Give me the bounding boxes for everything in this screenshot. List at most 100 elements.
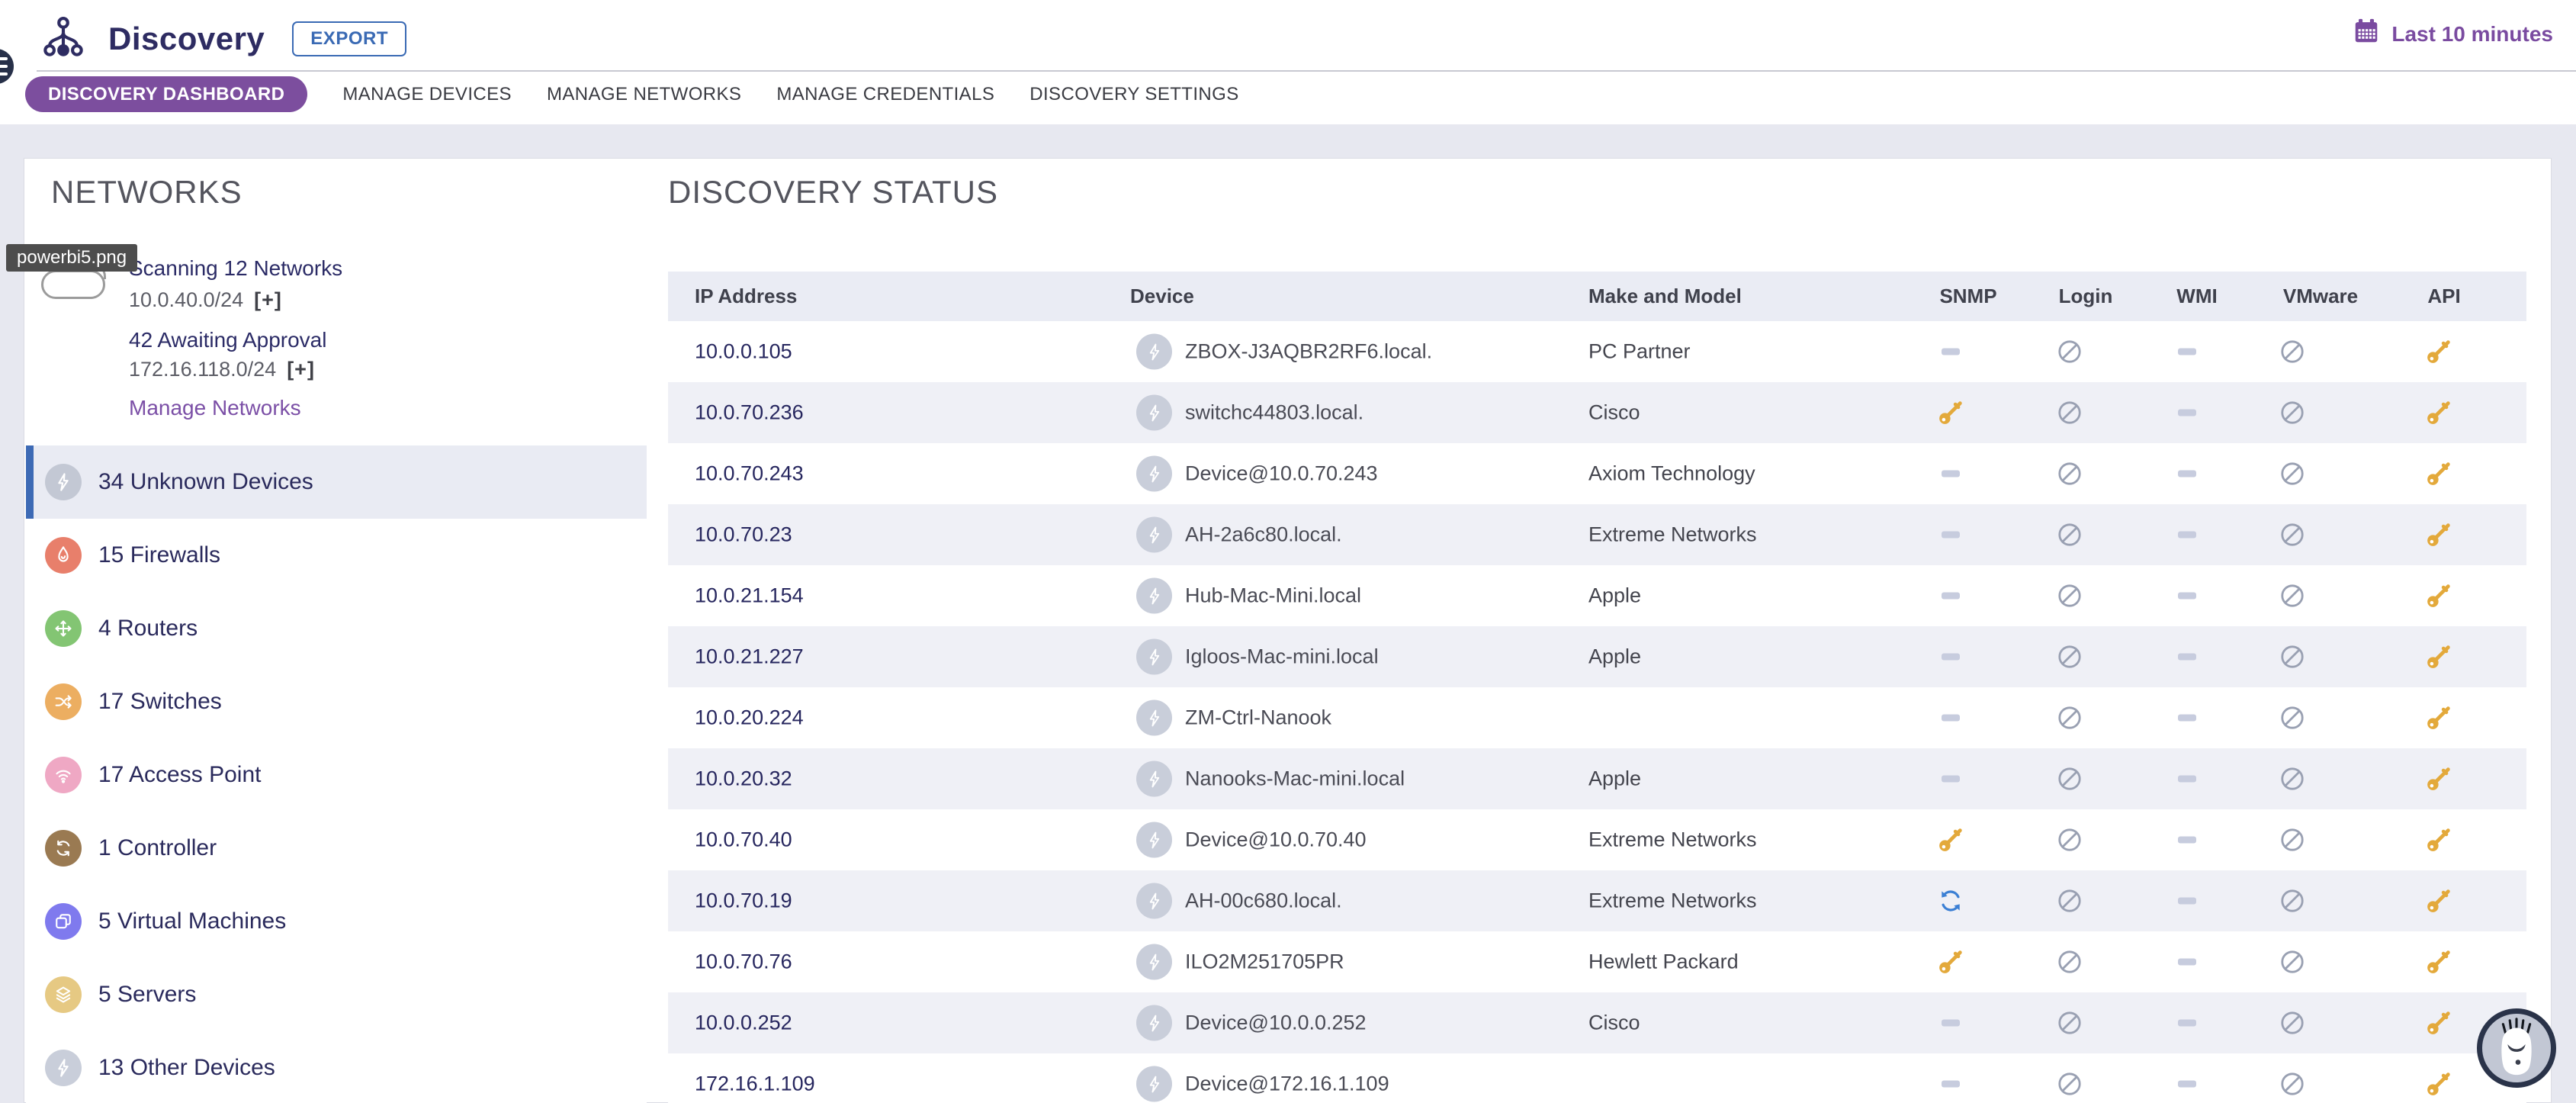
column-header-login: Login [2058, 285, 2113, 307]
sidebar-category-item[interactable]: 5 Servers [26, 958, 647, 1031]
column-header-ip: IP Address [695, 285, 798, 307]
wmi-status-dash-icon [2178, 531, 2196, 539]
sidebar-category-item[interactable]: 13 Other Devices [26, 1031, 647, 1103]
ip-address-cell: 10.0.20.224 [695, 706, 804, 729]
tab-discovery-settings[interactable]: DISCOVERY SETTINGS [1029, 83, 1239, 105]
make-model-cell: PC Partner [1588, 339, 1691, 363]
column-header-wmi: WMI [2176, 285, 2218, 307]
table-row[interactable]: 172.16.1.109 Device@172.16.1.109 [668, 1053, 2526, 1103]
device-name-cell: switchc44803.local. [1185, 400, 1364, 424]
expand-awaiting-button[interactable]: [+] [287, 358, 315, 381]
wmi-status-dash-icon [2178, 897, 2196, 905]
export-button[interactable]: EXPORT [292, 21, 406, 56]
vmware-status-blocked-icon [2279, 1071, 2305, 1097]
layers-icon [45, 976, 82, 1013]
sidebar-category-item[interactable]: 4 Routers [26, 592, 647, 665]
unknown-device-icon [1136, 455, 1172, 492]
vm-icon [45, 903, 82, 940]
wmi-status-dash-icon [2178, 348, 2196, 355]
time-range-selector[interactable]: Last 10 minutes [2352, 17, 2553, 51]
table-row[interactable]: 10.0.70.243 Device@10.0.70.243 Axiom Tec… [668, 443, 2526, 504]
device-name-cell: ZM-Ctrl-Nanook [1185, 706, 1332, 729]
login-status-blocked-icon [2057, 1071, 2083, 1097]
device-name-cell: Device@172.16.1.109 [1185, 1072, 1389, 1095]
api-status-key-icon [2424, 703, 2453, 732]
unknown-device-icon [1136, 1005, 1172, 1041]
flame-icon [45, 537, 82, 574]
table-row[interactable]: 10.0.70.236 switchc44803.local. Cisco [668, 382, 2526, 443]
wmi-status-dash-icon [2178, 958, 2196, 966]
login-status-blocked-icon [2057, 888, 2083, 914]
login-status-blocked-icon [2057, 644, 2083, 670]
table-row[interactable]: 10.0.70.19 AH-00c680.local. Extreme Netw… [668, 870, 2526, 931]
ip-address-cell: 10.0.21.227 [695, 645, 804, 668]
tab-manage-devices[interactable]: MANAGE DEVICES [342, 83, 512, 105]
snmp-status-key-icon [1936, 825, 1965, 854]
api-status-key-icon [2424, 337, 2453, 366]
table-row[interactable]: 10.0.70.23 AH-2a6c80.local. Extreme Netw… [668, 504, 2526, 565]
table-row[interactable]: 10.0.20.224 ZM-Ctrl-Nanook [668, 687, 2526, 748]
unknown-device-icon [1136, 699, 1172, 736]
sidebar-category-item[interactable]: 15 Firewalls [26, 519, 647, 592]
vmware-status-blocked-icon [2279, 705, 2305, 731]
tab-manage-networks[interactable]: MANAGE NETWORKS [546, 83, 742, 105]
vmware-status-blocked-icon [2279, 888, 2305, 914]
ip-address-cell: 10.0.70.19 [695, 889, 792, 912]
login-status-blocked-icon [2057, 1010, 2083, 1036]
table-row[interactable]: 10.0.70.40 Device@10.0.70.40 Extreme Net… [668, 809, 2526, 870]
make-model-cell: Cisco [1588, 1011, 1640, 1034]
snmp-status-dash-icon [1942, 1080, 1960, 1088]
wmi-status-dash-icon [2178, 836, 2196, 844]
unknown-device-icon [1136, 394, 1172, 431]
tab-manage-credentials[interactable]: MANAGE CREDENTIALS [776, 83, 995, 105]
expand-scanning-button[interactable]: [+] [254, 288, 282, 311]
unknown-device-icon [1136, 638, 1172, 675]
ip-address-cell: 10.0.70.23 [695, 523, 792, 546]
vmware-status-blocked-icon [2279, 644, 2305, 670]
discovery-card: NETWORKS powerbi5.png Scanning 12 Networ… [6, 158, 2552, 1103]
ip-address-cell: 10.0.70.243 [695, 461, 804, 485]
lightning-icon [45, 464, 82, 500]
table-row[interactable]: 10.0.0.105 ZBOX-J3AQBR2RF6.local. PC Par… [668, 321, 2526, 382]
device-name-cell: ILO2M251705PR [1185, 950, 1344, 973]
api-status-key-icon [2424, 764, 2453, 793]
login-status-blocked-icon [2057, 522, 2083, 548]
hamburger-menu-button[interactable] [0, 49, 14, 84]
shuffle-icon [45, 683, 82, 720]
page-title: Discovery [108, 21, 265, 56]
column-header-api: API [2427, 285, 2461, 307]
unknown-device-icon [1136, 883, 1172, 919]
wmi-status-dash-icon [2178, 409, 2196, 416]
scanning-network-subnet: 10.0.40.0/24 [129, 288, 244, 311]
tab-discovery-dashboard[interactable]: DISCOVERY DASHBOARD [25, 76, 308, 112]
sidebar-category-item[interactable]: 1 Controller [26, 812, 647, 885]
sidebar-category-item[interactable]: 17 Access Point [26, 738, 647, 812]
table-row[interactable]: 10.0.0.252 Device@10.0.0.252 Cisco [668, 992, 2526, 1053]
manage-networks-link[interactable]: Manage Networks [129, 396, 301, 420]
sidebar-category-item[interactable]: 17 Switches [26, 665, 647, 738]
table-row[interactable]: 10.0.70.76 ILO2M251705PR Hewlett Packard [668, 931, 2526, 992]
awaiting-approval-label: 42 Awaiting Approval [129, 328, 327, 352]
filename-tooltip: powerbi5.png [6, 244, 138, 272]
table-row[interactable]: 10.0.21.154 Hub-Mac-Mini.local Apple [668, 565, 2526, 626]
unknown-device-icon [1136, 577, 1172, 614]
snmp-status-dash-icon [1942, 775, 1960, 783]
vmware-status-blocked-icon [2279, 827, 2305, 853]
unknown-device-icon [1136, 822, 1172, 858]
ip-address-cell: 10.0.21.154 [695, 584, 804, 607]
sidebar-category-item[interactable]: 34 Unknown Devices [26, 445, 647, 519]
scanning-networks-label: Scanning 12 Networks [129, 256, 343, 280]
vmware-status-blocked-icon [2279, 461, 2305, 487]
vmware-status-blocked-icon [2279, 1010, 2305, 1036]
api-status-key-icon [2424, 886, 2453, 915]
sidebar-category-item[interactable]: 5 Virtual Machines [26, 885, 647, 958]
table-row[interactable]: 10.0.20.32 Nanooks-Mac-mini.local Apple [668, 748, 2526, 809]
table-row[interactable]: 10.0.21.227 Igloos-Mac-mini.local Apple [668, 626, 2526, 687]
ip-address-cell: 10.0.70.40 [695, 828, 792, 851]
category-label: 4 Routers [98, 616, 198, 641]
vmware-status-blocked-icon [2279, 339, 2305, 365]
wmi-status-dash-icon [2178, 775, 2196, 783]
discovery-status-table: IP Address Device Make and Model SNMP Lo… [668, 159, 2526, 1103]
support-bear-paw-button[interactable] [2477, 1008, 2556, 1088]
api-status-key-icon [2424, 581, 2453, 610]
